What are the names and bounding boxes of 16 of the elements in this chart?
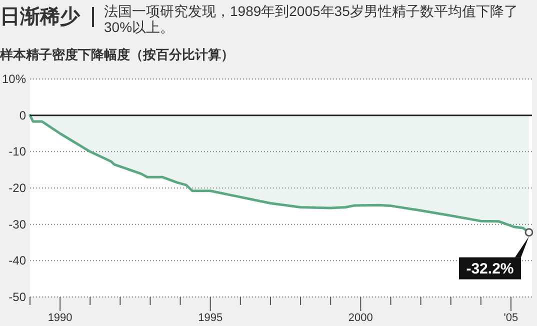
y-axis-title: 样本精子密度下降幅度（按百分比计算） xyxy=(0,46,234,64)
x-tick-label: 2000 xyxy=(348,312,373,324)
annotation: -32.2% xyxy=(466,260,514,278)
y-tick-label: -40 xyxy=(8,254,26,268)
callout: -32.2% xyxy=(459,228,534,280)
y-tick-label: -50 xyxy=(8,290,26,304)
y-tick-label: 0 xyxy=(19,108,26,122)
chart-subtitle: 法国一项研究发现，1989年到2005年35岁男性精子数平均值下降了30%以上。 xyxy=(104,2,519,35)
y-tick-label: -10 xyxy=(8,144,26,159)
y-tick-label: -30 xyxy=(8,217,26,232)
y-tick-label: 10% xyxy=(2,72,26,86)
x-tick-label: 1995 xyxy=(198,312,223,324)
x-tick-label: '05 xyxy=(504,312,518,324)
chart-title: 日渐稀少 xyxy=(0,5,80,30)
y-tick-label: -20 xyxy=(8,181,26,195)
x-tick-label: 1990 xyxy=(48,312,72,324)
